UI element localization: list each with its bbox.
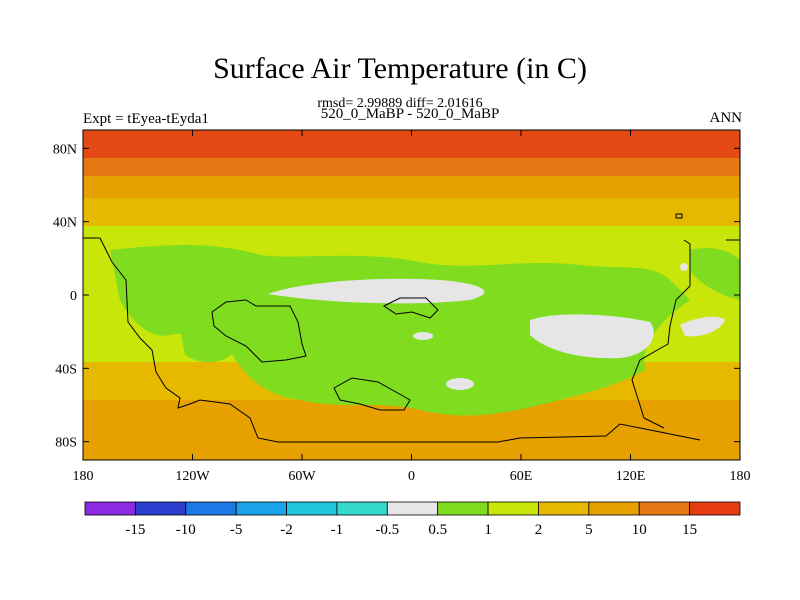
colorbar: -15 -10 -5 -2 -1 -0.5 0.5 1 2 5 10 15 (84, 501, 741, 538)
y-tick-label: 80N (53, 142, 77, 157)
colorbar-swatch (689, 501, 741, 516)
colorbar-swatch (235, 501, 287, 516)
colorbar-swatch (336, 501, 388, 516)
colorbar-swatch (134, 501, 187, 516)
y-tick-label: 40S (55, 362, 77, 377)
colorbar-label: 0.5 (428, 522, 447, 538)
colorbar-label: -0.5 (375, 522, 399, 538)
colorbar-swatch (538, 501, 590, 516)
x-tick-label: 180 (730, 469, 751, 484)
x-tick-label: 0 (408, 469, 415, 484)
colorbar-label: 15 (682, 522, 697, 538)
colorbar-swatch (386, 501, 439, 516)
y-tick-label: 40N (53, 216, 77, 231)
colorbar-label: 5 (585, 522, 593, 538)
colorbar-swatch (84, 501, 136, 516)
season-label: ANN (709, 110, 743, 126)
x-tick-label: 120E (616, 469, 646, 484)
colorbar-label: 10 (632, 522, 647, 538)
x-tick-label: 180 (73, 469, 94, 484)
map-field (83, 130, 740, 460)
colorbar-swatch (588, 501, 640, 516)
x-tick-label: 120W (175, 469, 210, 484)
y-tick-label: 80S (55, 436, 77, 451)
colorbar-label: -15 (125, 522, 145, 538)
chart-title: Surface Air Temperature (in C) (213, 52, 587, 85)
y-axis: 80N 40N 0 40S 80S (53, 142, 740, 451)
colorbar-swatch (185, 501, 237, 516)
y-tick-label: 0 (70, 289, 77, 304)
chart-subtitle: rmsd= 2.99889 diff= 2.01616 (317, 96, 483, 111)
colorbar-label: -5 (230, 522, 243, 538)
colorbar-label: 1 (484, 522, 492, 538)
colorbar-swatch (638, 501, 691, 516)
period-label: 520_0_MaBP - 520_0_MaBP (320, 106, 500, 122)
colorbar-swatch (437, 501, 489, 516)
colorbar-label: -1 (331, 522, 344, 538)
colorbar-swatch (487, 501, 539, 516)
experiment-label: Expt = tEyea-tEyda1 (83, 111, 209, 127)
x-axis: 180 120W 60W 0 60E 120E 180 (73, 130, 751, 484)
x-tick-label: 60W (288, 469, 316, 484)
colorbar-label: -10 (176, 522, 196, 538)
colorbar-swatch (286, 501, 338, 516)
colorbar-label: -2 (280, 522, 293, 538)
colorbar-label: 2 (535, 522, 543, 538)
x-tick-label: 60E (510, 469, 533, 484)
